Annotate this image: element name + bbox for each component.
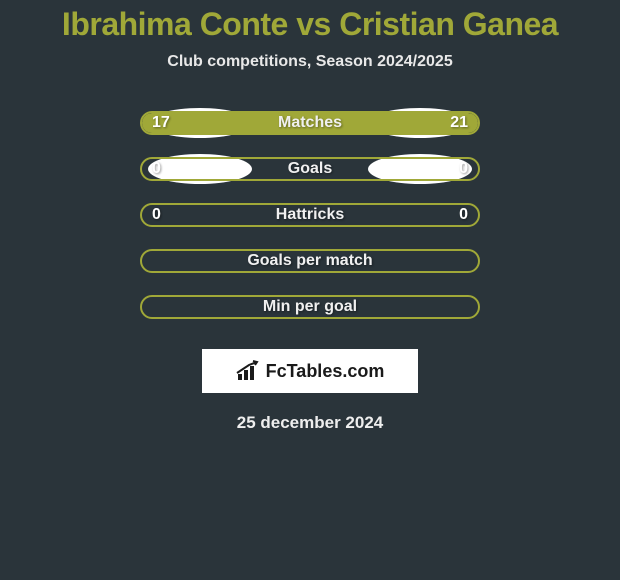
stat-label: Hattricks: [276, 205, 344, 225]
comparison-widget: Ibrahima Conte vs Cristian Ganea Club co…: [0, 0, 620, 433]
stats-area: 17 21 Matches 0 0 Goals 0 0 Hattricks Goals per m…: [140, 111, 480, 341]
stat-label: Goals: [288, 159, 332, 179]
stat-row: Min per goal: [140, 295, 480, 319]
stat-row: Goals per match: [140, 249, 480, 273]
stat-value-left: 0: [152, 159, 161, 179]
stat-value-right: 0: [459, 205, 468, 225]
stat-label: Min per goal: [263, 297, 357, 317]
stat-bar: 0 0 Goals: [140, 157, 480, 181]
stat-row: 0 0 Hattricks: [140, 203, 480, 227]
date-text: 25 december 2024: [237, 413, 384, 433]
stat-row: 17 21 Matches: [140, 111, 480, 135]
stat-value-right: 0: [459, 159, 468, 179]
stat-bar: Goals per match: [140, 249, 480, 273]
stat-bar: 0 0 Hattricks: [140, 203, 480, 227]
stat-value-left: 17: [152, 113, 170, 133]
stat-bar: 17 21 Matches: [140, 111, 480, 135]
stat-value-left: 0: [152, 205, 161, 225]
stat-label: Matches: [278, 113, 342, 133]
stat-value-right: 21: [450, 113, 468, 133]
stat-bar: Min per goal: [140, 295, 480, 319]
stat-label: Goals per match: [247, 251, 372, 271]
logo-box: FcTables.com: [202, 349, 418, 393]
page-title: Ibrahima Conte vs Cristian Ganea: [62, 6, 558, 43]
stat-row: 0 0 Goals: [140, 157, 480, 181]
page-subtitle: Club competitions, Season 2024/2025: [167, 53, 452, 71]
chart-icon: [236, 360, 262, 382]
logo-text: FcTables.com: [266, 361, 385, 382]
logo: FcTables.com: [236, 360, 385, 382]
